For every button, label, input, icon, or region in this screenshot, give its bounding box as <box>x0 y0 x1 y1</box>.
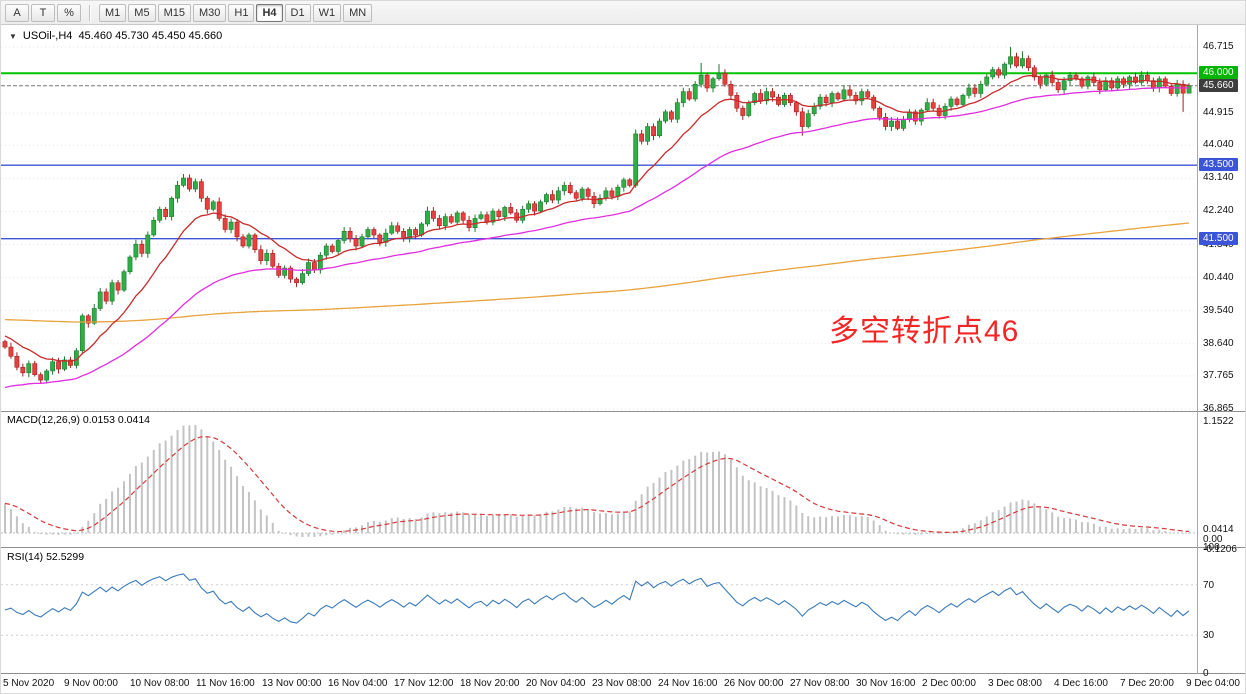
time-axis-label: 20 Nov 04:00 <box>526 678 586 689</box>
timeframe-button-m15[interactable]: M15 <box>157 3 191 22</box>
macd-signal-line <box>4 436 1190 534</box>
timeframe-button-d1[interactable]: D1 <box>284 3 311 22</box>
macd-panel-separator <box>1 411 1245 412</box>
price-axis-label: 36.865 <box>1203 402 1234 414</box>
moving-averages <box>4 74 1190 389</box>
rsi-axis-label: 100 <box>1203 542 1220 553</box>
time-axis-label: 26 Nov 00:00 <box>724 678 784 689</box>
time-axis-label: 27 Nov 08:00 <box>790 678 850 689</box>
timeframe-button-m5[interactable]: M5 <box>128 3 156 22</box>
ma-slow-line <box>4 222 1190 323</box>
price-badge-43500: 43.500 <box>1199 158 1238 172</box>
price-chart-canvas[interactable] <box>1 25 1246 673</box>
time-axis-label: 18 Nov 20:00 <box>460 678 520 689</box>
rsi-axis-label: 70 <box>1203 579 1215 591</box>
rsi-indicator-label: RSI(14) 52.5299 <box>7 551 85 563</box>
chart-area[interactable]: ▼ USOil-,H4 45.460 45.730 45.450 45.660 … <box>1 25 1246 693</box>
macd-indicator-label: MACD(12,26,9) 0.0153 0.0414 <box>7 414 151 426</box>
toolbar-cursor-tool-button[interactable]: A <box>5 3 29 22</box>
timeframe-button-m1[interactable]: M1 <box>99 3 127 22</box>
time-axis-label: 16 Nov 04:00 <box>328 678 388 689</box>
time-axis-label: 10 Nov 08:00 <box>130 678 190 689</box>
time-axis-label: 11 Nov 16:00 <box>196 678 255 689</box>
price-axis-label: 37.765 <box>1203 369 1234 381</box>
rsi-panel-graphics <box>1 573 1197 636</box>
timeframe-button-h4[interactable]: H4 <box>256 3 283 22</box>
price-axis-border <box>1197 25 1198 673</box>
rsi-panel-separator <box>1 547 1245 548</box>
macd-axis-label: 0.0414 <box>1203 523 1234 535</box>
price-axis-label: 44.040 <box>1203 139 1234 151</box>
price-badge-45660: 45.660 <box>1199 78 1238 92</box>
time-axis-label: 30 Nov 16:00 <box>856 678 916 689</box>
horizontal-level-lines <box>1 72 1197 240</box>
time-axis-label: 9 Nov 00:00 <box>64 678 118 689</box>
time-axis-label: 2 Dec 00:00 <box>922 678 976 689</box>
price-axis-label: 46.715 <box>1203 41 1234 52</box>
ma-fast-line <box>4 74 1190 362</box>
macd-axis-label: 0.00 <box>1203 533 1223 545</box>
chart-dropdown-icon[interactable]: ▼ <box>9 31 17 41</box>
toolbar-percent-tool-button[interactable]: % <box>57 3 81 22</box>
time-axis-label: 7 Dec 20:00 <box>1120 678 1174 689</box>
rsi-axis-label: 0 <box>1203 668 1209 679</box>
price-axis-label: 40.440 <box>1203 271 1234 283</box>
toolbar-separator <box>89 4 91 21</box>
timeframe-button-m30[interactable]: M30 <box>192 3 227 22</box>
time-axis-label: 13 Nov 00:00 <box>262 678 322 689</box>
price-axis-label: 44.915 <box>1203 107 1234 119</box>
time-axis-label: 24 Nov 16:00 <box>658 678 718 689</box>
time-axis-label: 23 Nov 08:00 <box>592 678 652 689</box>
rsi-line <box>4 573 1190 624</box>
toolbar: A T% M1 M5 M15 M30 H1 H4 D1 W1 MN <box>1 1 1245 25</box>
timeframe-button-h1[interactable]: H1 <box>228 3 255 22</box>
timeframe-button-group: M1 M5 M15 M30 H1 H4 D1 W1 MN <box>99 3 373 22</box>
price-badge-41500: 41.500 <box>1199 231 1238 245</box>
chart-annotation-text[interactable]: 多空转折点46 <box>829 315 1020 348</box>
timeframe-button-mn[interactable]: MN <box>343 3 373 22</box>
time-axis-label: 17 Nov 12:00 <box>394 678 454 689</box>
chart-ohlc-values: 45.460 45.730 45.450 45.660 <box>78 30 223 42</box>
price-axis-label: 42.240 <box>1203 205 1234 217</box>
candlesticks <box>2 46 1192 384</box>
price-axis-label: 38.640 <box>1203 337 1234 349</box>
time-axis-separator <box>1 673 1245 674</box>
time-axis-label: 3 Dec 08:00 <box>988 678 1042 689</box>
time-axis-label: 9 Dec 04:00 <box>1186 678 1240 689</box>
price-axis-label: 39.540 <box>1203 304 1234 316</box>
macd-axis-label: -0.1206 <box>1203 543 1237 555</box>
time-axis-label: 5 Nov 2020 <box>3 678 55 689</box>
rsi-axis-label: 30 <box>1203 630 1215 642</box>
price-badge-46000: 46.000 <box>1199 66 1238 80</box>
toolbar-text-tool-button[interactable]: T <box>31 3 55 22</box>
tool-button-group: A T% <box>5 3 81 22</box>
price-axis-label: 43.140 <box>1203 172 1234 184</box>
chart-title: ▼ USOil-,H4 45.460 45.730 45.450 45.660 <box>9 30 222 42</box>
chart-symbol-label: USOil-,H4 <box>22 30 73 42</box>
timeframe-button-w1[interactable]: W1 <box>312 3 342 22</box>
time-axis: 5 Nov 2020 9 Nov 00:00 10 Nov 08:00 11 Nov … <box>1 674 1245 693</box>
ma-mid-line <box>4 87 1190 389</box>
macd-panel-graphics <box>1 425 1197 538</box>
macd-axis-label: 1.1522 <box>1203 415 1234 427</box>
time-axis-label: 4 Dec 16:00 <box>1054 678 1108 689</box>
